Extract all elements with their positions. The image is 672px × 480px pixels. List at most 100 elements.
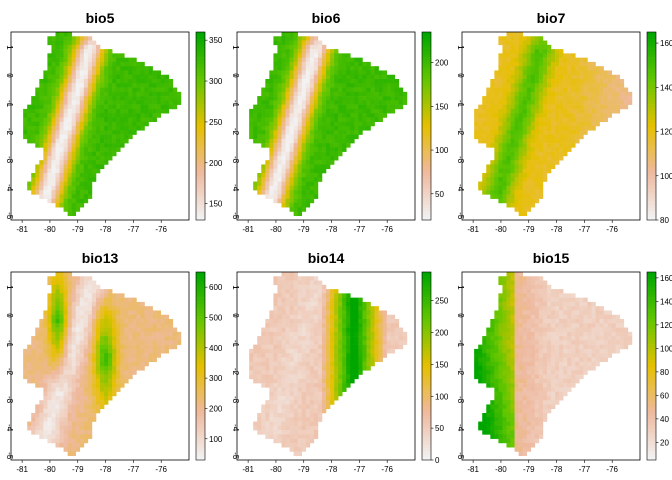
raster-cell xyxy=(104,87,109,93)
raster-cell xyxy=(43,104,48,110)
raster-cell xyxy=(95,378,101,384)
raster-cell xyxy=(95,374,101,380)
raster-cell xyxy=(293,190,298,195)
raster-cell xyxy=(514,96,519,101)
raster-cell xyxy=(326,113,331,118)
raster-cell xyxy=(120,370,125,375)
raster-cell xyxy=(55,96,60,101)
raster-cell xyxy=(342,117,347,123)
raster-cell xyxy=(326,400,331,405)
raster-cell xyxy=(67,272,72,277)
raster-cell xyxy=(289,138,294,144)
raster-cell xyxy=(342,297,347,303)
raster-cell xyxy=(321,319,327,324)
raster-cell xyxy=(579,117,584,123)
raster-cell xyxy=(83,289,89,294)
raster-cell xyxy=(47,74,52,80)
raster-cell xyxy=(83,61,89,67)
raster-cell xyxy=(538,134,544,140)
raster-cell xyxy=(305,134,311,140)
raster-cell xyxy=(51,366,56,371)
raster-cell xyxy=(293,301,298,307)
raster-cell xyxy=(120,374,125,380)
raster-cell xyxy=(87,276,93,281)
raster-cell xyxy=(79,297,85,303)
raster-cell xyxy=(91,400,97,405)
raster-cell xyxy=(79,284,85,290)
raster-cell xyxy=(285,143,290,148)
raster-cell xyxy=(555,87,560,93)
raster-cell xyxy=(313,391,319,397)
raster-cell xyxy=(559,87,564,93)
raster-cell xyxy=(87,61,93,67)
raster-cell xyxy=(51,310,56,316)
raster-cell xyxy=(559,66,564,71)
raster-cell xyxy=(317,293,323,298)
raster-cell xyxy=(563,83,568,88)
raster-cell xyxy=(285,177,290,182)
raster-cell xyxy=(83,164,89,170)
legend-step xyxy=(422,47,431,52)
raster-cell xyxy=(506,121,511,127)
raster-cell xyxy=(542,151,548,157)
raster-cell xyxy=(59,336,64,341)
raster-cell xyxy=(47,293,52,298)
raster-cell xyxy=(317,417,323,422)
legend-step xyxy=(422,72,431,77)
raster-cell xyxy=(100,66,105,71)
raster-cell xyxy=(317,395,323,401)
raster-cell xyxy=(293,61,298,67)
raster-cell xyxy=(265,331,270,337)
x-tick-label: -81 xyxy=(16,465,28,474)
raster-cell xyxy=(108,319,113,324)
raster-cell xyxy=(124,344,129,350)
raster-cell xyxy=(67,168,72,174)
raster-cell xyxy=(116,108,121,114)
raster-cell xyxy=(83,143,89,148)
raster-cell xyxy=(305,387,311,392)
raster-cell xyxy=(490,126,495,131)
raster-cell xyxy=(63,151,68,157)
legend-step xyxy=(647,204,656,208)
raster-cell xyxy=(124,366,129,371)
raster-cell xyxy=(104,293,109,298)
panels-layer: bio5-81 -80 -79 -78 -77 -7610-1-2-3-4-5350300… xyxy=(5,10,672,474)
raster-cell xyxy=(301,417,307,422)
raster-cell xyxy=(623,91,629,97)
raster-cell xyxy=(100,53,105,58)
raster-cell xyxy=(83,395,89,401)
legend-frame xyxy=(195,271,206,461)
raster-cell xyxy=(91,138,97,144)
raster-cell xyxy=(542,113,548,118)
raster-cell xyxy=(120,70,125,76)
raster-cell xyxy=(297,276,303,281)
raster-cell xyxy=(108,357,113,363)
y-tick-label: 0 xyxy=(5,73,14,78)
raster-cell xyxy=(297,280,303,286)
raster-cell xyxy=(67,36,72,41)
raster-cell xyxy=(43,387,48,392)
raster-cell xyxy=(108,53,113,58)
raster-cell xyxy=(75,370,81,375)
raster-cell xyxy=(297,340,303,345)
raster-cell xyxy=(546,79,552,84)
raster-cell xyxy=(152,327,157,333)
raster-cell xyxy=(538,117,544,123)
legend-step xyxy=(422,38,431,42)
raster-cell xyxy=(104,310,109,316)
raster-cell xyxy=(350,331,355,337)
raster-cell xyxy=(474,134,479,140)
raster-cell xyxy=(309,104,315,110)
raster-cell xyxy=(551,113,556,118)
raster-cell xyxy=(378,108,383,114)
raster-cell xyxy=(293,314,298,320)
raster-cell xyxy=(542,117,548,123)
raster-cell xyxy=(571,96,576,101)
raster-cell xyxy=(95,100,101,105)
raster-cell xyxy=(87,293,93,298)
legend-tick-label: 140 xyxy=(660,83,672,92)
raster-cell xyxy=(498,96,503,101)
raster-cell xyxy=(55,348,60,354)
raster-cell xyxy=(285,155,290,161)
